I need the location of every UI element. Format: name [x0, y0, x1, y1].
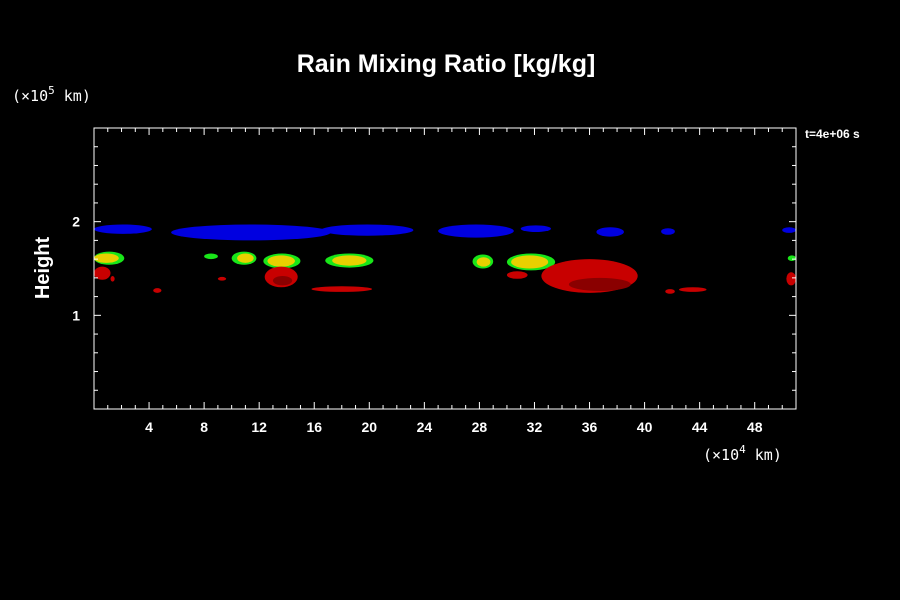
x-tick-label: 32 [527, 419, 543, 435]
field-region-yellow [476, 257, 491, 267]
x-tick-labels: 4 8 12 16 20 24 28 32 36 40 44 48 [145, 419, 763, 435]
field-region-yellow [94, 253, 119, 263]
field-region-darkred [568, 277, 631, 291]
field-region-blue [596, 227, 624, 237]
x-tick-label: 40 [637, 419, 653, 435]
x-tick-label: 4 [145, 419, 153, 435]
field-region-red [217, 276, 227, 281]
field-region-darkred [272, 275, 293, 286]
field-region-yellow [267, 255, 295, 267]
x-tick-label: 24 [417, 419, 433, 435]
field-region-red [679, 287, 707, 292]
y-axis-label: Height [32, 237, 54, 300]
y-unit-label: (×105 km) [12, 84, 91, 105]
x-tick-label: 36 [582, 419, 598, 435]
field-region-yellow [511, 255, 549, 269]
x-tick-label: 20 [362, 419, 378, 435]
x-tick-label: 48 [747, 419, 763, 435]
field-region-red [94, 266, 111, 280]
field-region-blue [782, 227, 797, 233]
time-label: t=4e+06 s [805, 127, 860, 141]
field-region-red [665, 289, 675, 294]
plot-frame [93, 127, 797, 410]
x-tick-label: 12 [251, 419, 267, 435]
field-region-blue [321, 224, 414, 236]
x-tick-label: 16 [306, 419, 322, 435]
field-region-red [786, 272, 797, 286]
field-region-red [506, 271, 528, 279]
field-region-yellow [332, 255, 367, 266]
x-unit-label: (×104 km) [703, 443, 782, 464]
field-region-blue [438, 224, 514, 238]
x-tick-label: 28 [472, 419, 488, 435]
axis-ticks [94, 128, 796, 409]
field-region-red [311, 286, 373, 292]
field-region-red [110, 275, 115, 282]
field-region-red [153, 288, 162, 293]
field-region-blue [520, 225, 551, 232]
field-region-blue [94, 224, 152, 234]
field-region-green [787, 255, 797, 262]
y-tick-label: 1 [72, 307, 80, 323]
field-region-blue [661, 228, 675, 235]
field-region-blue [171, 224, 331, 241]
field-region-yellow [237, 253, 254, 263]
y-tick-labels: 12 [72, 214, 80, 324]
chart-title: Rain Mixing Ratio [kg/kg] [297, 50, 596, 78]
x-tick-label: 8 [200, 419, 208, 435]
field-regions [94, 224, 797, 294]
field-region-green [204, 253, 218, 260]
x-tick-label: 44 [692, 419, 708, 435]
y-tick-label: 2 [72, 214, 80, 230]
